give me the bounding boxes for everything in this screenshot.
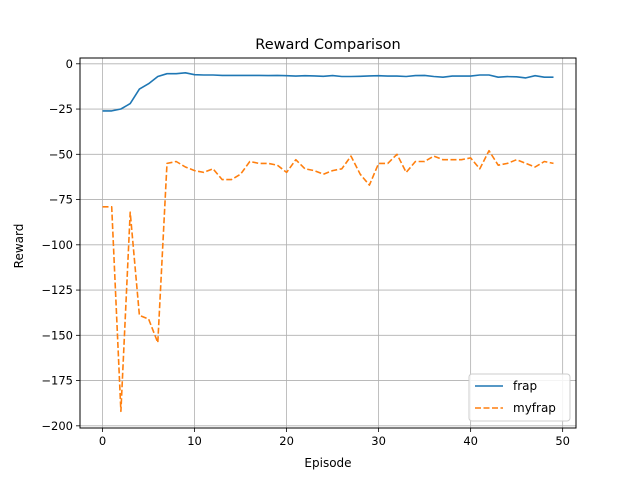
axis-ticks: 0 10 20 30 40 50 0 −25 −50 −75 −100 −125 −150 −175 −20…: [41, 57, 570, 448]
x-axis-label: Episode: [304, 456, 351, 470]
x-tick-label: 10: [187, 434, 202, 448]
y-tick-label: 0: [66, 57, 73, 71]
grid-lines: [80, 58, 576, 428]
legend-label-myfrap: myfrap: [513, 401, 556, 415]
plot-frame: [79, 57, 577, 429]
y-tick-label: −50: [49, 147, 73, 161]
series-line-frap: [102, 72, 554, 112]
y-tick-label: −200: [41, 419, 73, 433]
y-tick-label: −100: [41, 238, 73, 252]
series-lines: [102, 72, 554, 413]
x-tick-label: 20: [279, 434, 294, 448]
y-tick-label: −75: [49, 193, 73, 207]
legend-label-frap: frap: [513, 379, 537, 393]
series-line-myfrap: [102, 149, 554, 413]
x-tick-label: 50: [555, 434, 570, 448]
y-tick-label: −150: [41, 328, 73, 342]
x-tick-label: 0: [99, 434, 106, 448]
x-tick-label: 40: [463, 434, 478, 448]
x-tick-label: 30: [371, 434, 386, 448]
y-tick-label: −25: [49, 102, 73, 116]
y-axis-label: Reward: [12, 224, 26, 269]
y-tick-label: −125: [41, 283, 73, 297]
y-tick-label: −175: [41, 374, 73, 388]
chart-title: Reward Comparison: [255, 37, 400, 53]
legend: frap myfrap: [468, 373, 571, 422]
